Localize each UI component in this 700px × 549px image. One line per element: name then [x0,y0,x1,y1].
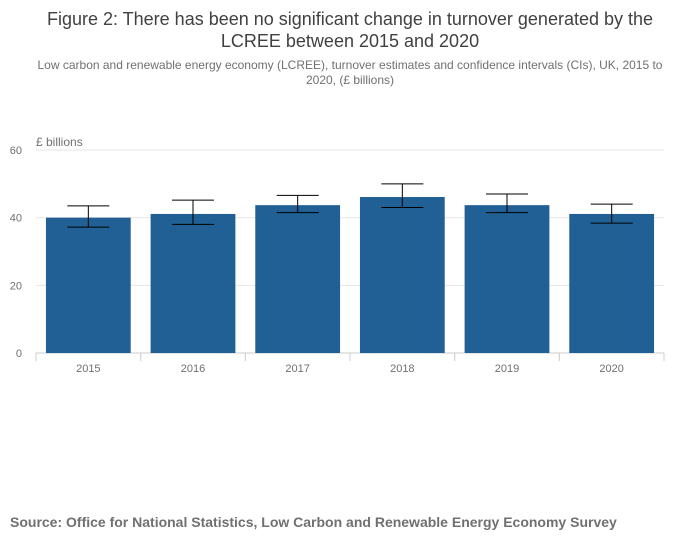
bar-2019 [464,205,550,353]
x-tick-label: 2017 [285,363,309,375]
x-tick-label: 2016 [181,363,205,375]
bar-2017 [255,205,341,353]
chart-subtitle: Low carbon and renewable energy economy … [37,58,663,87]
y-tick-label: 60 [10,145,22,157]
y-tick-label: 20 [10,280,22,292]
bar-2018 [359,197,445,353]
y-axis-label: £ billions [36,135,83,149]
x-tick-label: 2019 [495,363,519,375]
source-note: Source: Office for National Statistics, … [10,514,617,530]
x-tick-label: 2018 [390,363,414,375]
bar-2016 [150,213,236,353]
bar-2020 [569,213,655,353]
bar-2015 [45,217,131,353]
y-tick-label: 0 [16,348,22,360]
chart-title: Figure 2: There has been no significant … [46,9,654,51]
x-tick-label: 2015 [76,363,100,375]
x-tick-label: 2020 [599,363,623,375]
y-tick-label: 40 [10,213,22,225]
